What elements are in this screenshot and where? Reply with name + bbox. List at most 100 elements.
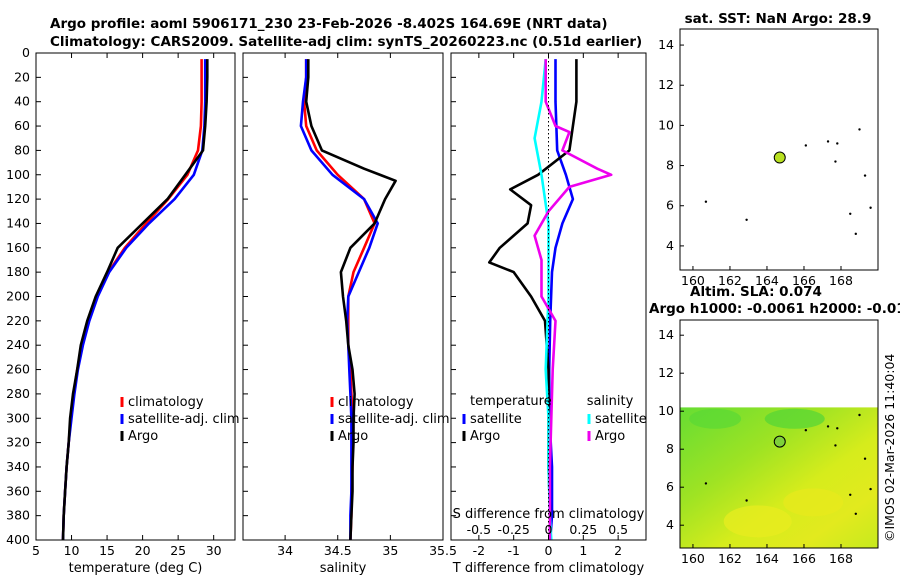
difference-legend-left-label-0: satellite (470, 412, 522, 427)
temperature-xtick-label: 10 (64, 543, 80, 558)
difference-xtick-label: 2 (614, 543, 622, 558)
sla-map-argo-marker (773, 435, 786, 448)
sla-map-panel: 160 162 164 166 168 4 6 8 10 12 14 Altim. SLA: 0.07… (649, 284, 900, 566)
salinity-series-argo (304, 59, 397, 541)
temperature-panel: 5 10 15 20 25 3002040608010012014016018020022… (6, 45, 239, 576)
sla-map-island-dot (849, 493, 852, 496)
temperature-ytick-label: 140 (6, 215, 30, 230)
sla-map-island-dot (854, 512, 857, 515)
difference-legend-right-label-1: Argo (595, 429, 625, 444)
sla-map-sla-patch-1 (764, 408, 825, 429)
difference-xtick-label: -2 (473, 543, 485, 558)
temperature-ytick-label: 80 (14, 142, 30, 157)
sla-map-xtick-label: 160 (681, 551, 705, 566)
sst-map-frame (679, 28, 879, 271)
sla-map-ytick-label: 10 (658, 403, 674, 418)
sst-map-ytick-label: 10 (658, 117, 674, 132)
watermark: ©IMOS 02-Mar-2026 11:40:04 (882, 354, 897, 542)
temperature-ytick-label: 260 (6, 362, 30, 377)
temperature-xtick-label: 15 (99, 543, 115, 558)
sst-map-xtick-label: 168 (829, 273, 853, 288)
temperature-xtick-label: 25 (170, 543, 186, 558)
salinity-legend-label-0: climatology (338, 395, 414, 410)
temperature-ytick-label: 200 (6, 289, 30, 304)
sst-map-island-dot (745, 218, 748, 221)
difference-legend-right-label-0: satellite (595, 412, 647, 427)
sst-map-argo-marker (773, 151, 786, 164)
salinity-legend-label-1: satellite-adj. clim (338, 412, 450, 427)
difference-panel: -2 -1 0 1 2 T difference from climatology S di… (450, 52, 647, 576)
sst-map-xtick-label: 162 (718, 273, 742, 288)
temperature-ytick-label: 240 (6, 337, 30, 352)
sst-map-ytick-label: 12 (658, 77, 674, 92)
sst-map-ytick-label: 14 (658, 37, 674, 52)
temperature-legend-label-2: Argo (128, 429, 158, 444)
difference-x2tick-label: -0.5 (467, 522, 491, 537)
temperature-series-climatology (61, 59, 203, 541)
temperature-legend-label-0: climatology (128, 395, 204, 410)
sst-map-island-dot (804, 144, 808, 147)
temperature-ytick-label: 0 (22, 45, 30, 60)
difference-series-salinity-argo (533, 59, 613, 540)
temperature-ytick-label: 280 (6, 386, 30, 401)
sst-map-panel: 160 162 164 166 168 4 6 8 10 12 14 sat. SST: NaN Ar… (658, 11, 879, 288)
sst-map-ytick-label: 8 (666, 158, 674, 173)
sla-map-island-dot (804, 429, 808, 432)
temperature-series-argo (61, 59, 209, 541)
salinity-series-satellite-adj-clim (299, 59, 379, 540)
difference-x2tick-label: -0.25 (498, 522, 530, 537)
salinity-xtick-label: 34 (277, 543, 293, 558)
salinity-xlabel: salinity (320, 561, 367, 576)
temperature-ytick-label: 40 (14, 94, 30, 109)
difference-x2tick-label: 0.25 (569, 522, 597, 537)
temperature-ytick-label: 160 (6, 240, 30, 255)
sst-map-island-dot (863, 174, 867, 177)
temperature-ytick-label: 340 (6, 459, 30, 474)
sla-map-ytick-label: 6 (666, 479, 674, 494)
difference-xtick-label: -1 (507, 543, 519, 558)
sla-map-xtick-label: 166 (792, 551, 816, 566)
difference-legend-right-title: salinity (587, 394, 634, 409)
sla-map-island-dot (863, 457, 867, 460)
sla-map-island-dot (836, 427, 839, 430)
sla-map-ytick-label: 14 (658, 327, 674, 342)
temperature-series-satellite-adj-clim (61, 59, 207, 541)
plots-group: 5 10 15 20 25 3002040608010012014016018020022… (6, 11, 900, 576)
difference-xtick-label: 0 (545, 543, 553, 558)
difference-x2label: S difference from climatology (453, 507, 645, 522)
sla-map-sla-patch-0 (689, 408, 742, 429)
salinity-legend-label-2: Argo (338, 429, 368, 444)
sla-map-island-dot (869, 487, 872, 491)
sst-map-island-dot (704, 200, 708, 203)
sla-map-island-dot (826, 425, 830, 428)
sst-map-xtick-label: 166 (792, 273, 816, 288)
sst-map-ytick-label: 4 (666, 238, 674, 253)
temperature-ytick-label: 360 (6, 483, 30, 498)
difference-series-temperature-argo (488, 59, 578, 540)
temperature-ytick-label: 380 (6, 508, 30, 523)
temperature-ytick-label: 100 (6, 167, 30, 182)
sla-map-ytick-label: 4 (666, 517, 674, 532)
sst-map-island-dot (836, 142, 839, 145)
difference-x2tick-label: 0 (545, 522, 553, 537)
temperature-xtick-label: 20 (135, 543, 151, 558)
difference-x2tick-label: 0.5 (608, 522, 628, 537)
temperature-ytick-label: 400 (6, 532, 30, 547)
temperature-ytick-label: 320 (6, 435, 30, 450)
sla-map-island-dot (745, 499, 748, 502)
sla-map-frame (679, 319, 879, 549)
sla-map-xtick-label: 164 (755, 551, 779, 566)
difference-legend-left-title: temperature (470, 394, 552, 409)
sla-map-title-line1: Altim. SLA: 0.074 (690, 284, 822, 300)
difference-xlabel: T difference from climatology (452, 561, 645, 576)
sst-map-island-dot (858, 128, 861, 131)
difference-legend-left-label-1: Argo (470, 429, 500, 444)
sla-map-sla-patch-2 (723, 505, 792, 538)
temperature-ytick-label: 120 (6, 191, 30, 206)
sst-map-ytick-label: 6 (666, 198, 674, 213)
difference-series-temperature-satellite (547, 59, 575, 541)
salinity-xtick-label: 34.5 (324, 543, 352, 558)
sla-map-ytick-label: 12 (658, 365, 674, 380)
temperature-ytick-label: 20 (14, 69, 30, 84)
